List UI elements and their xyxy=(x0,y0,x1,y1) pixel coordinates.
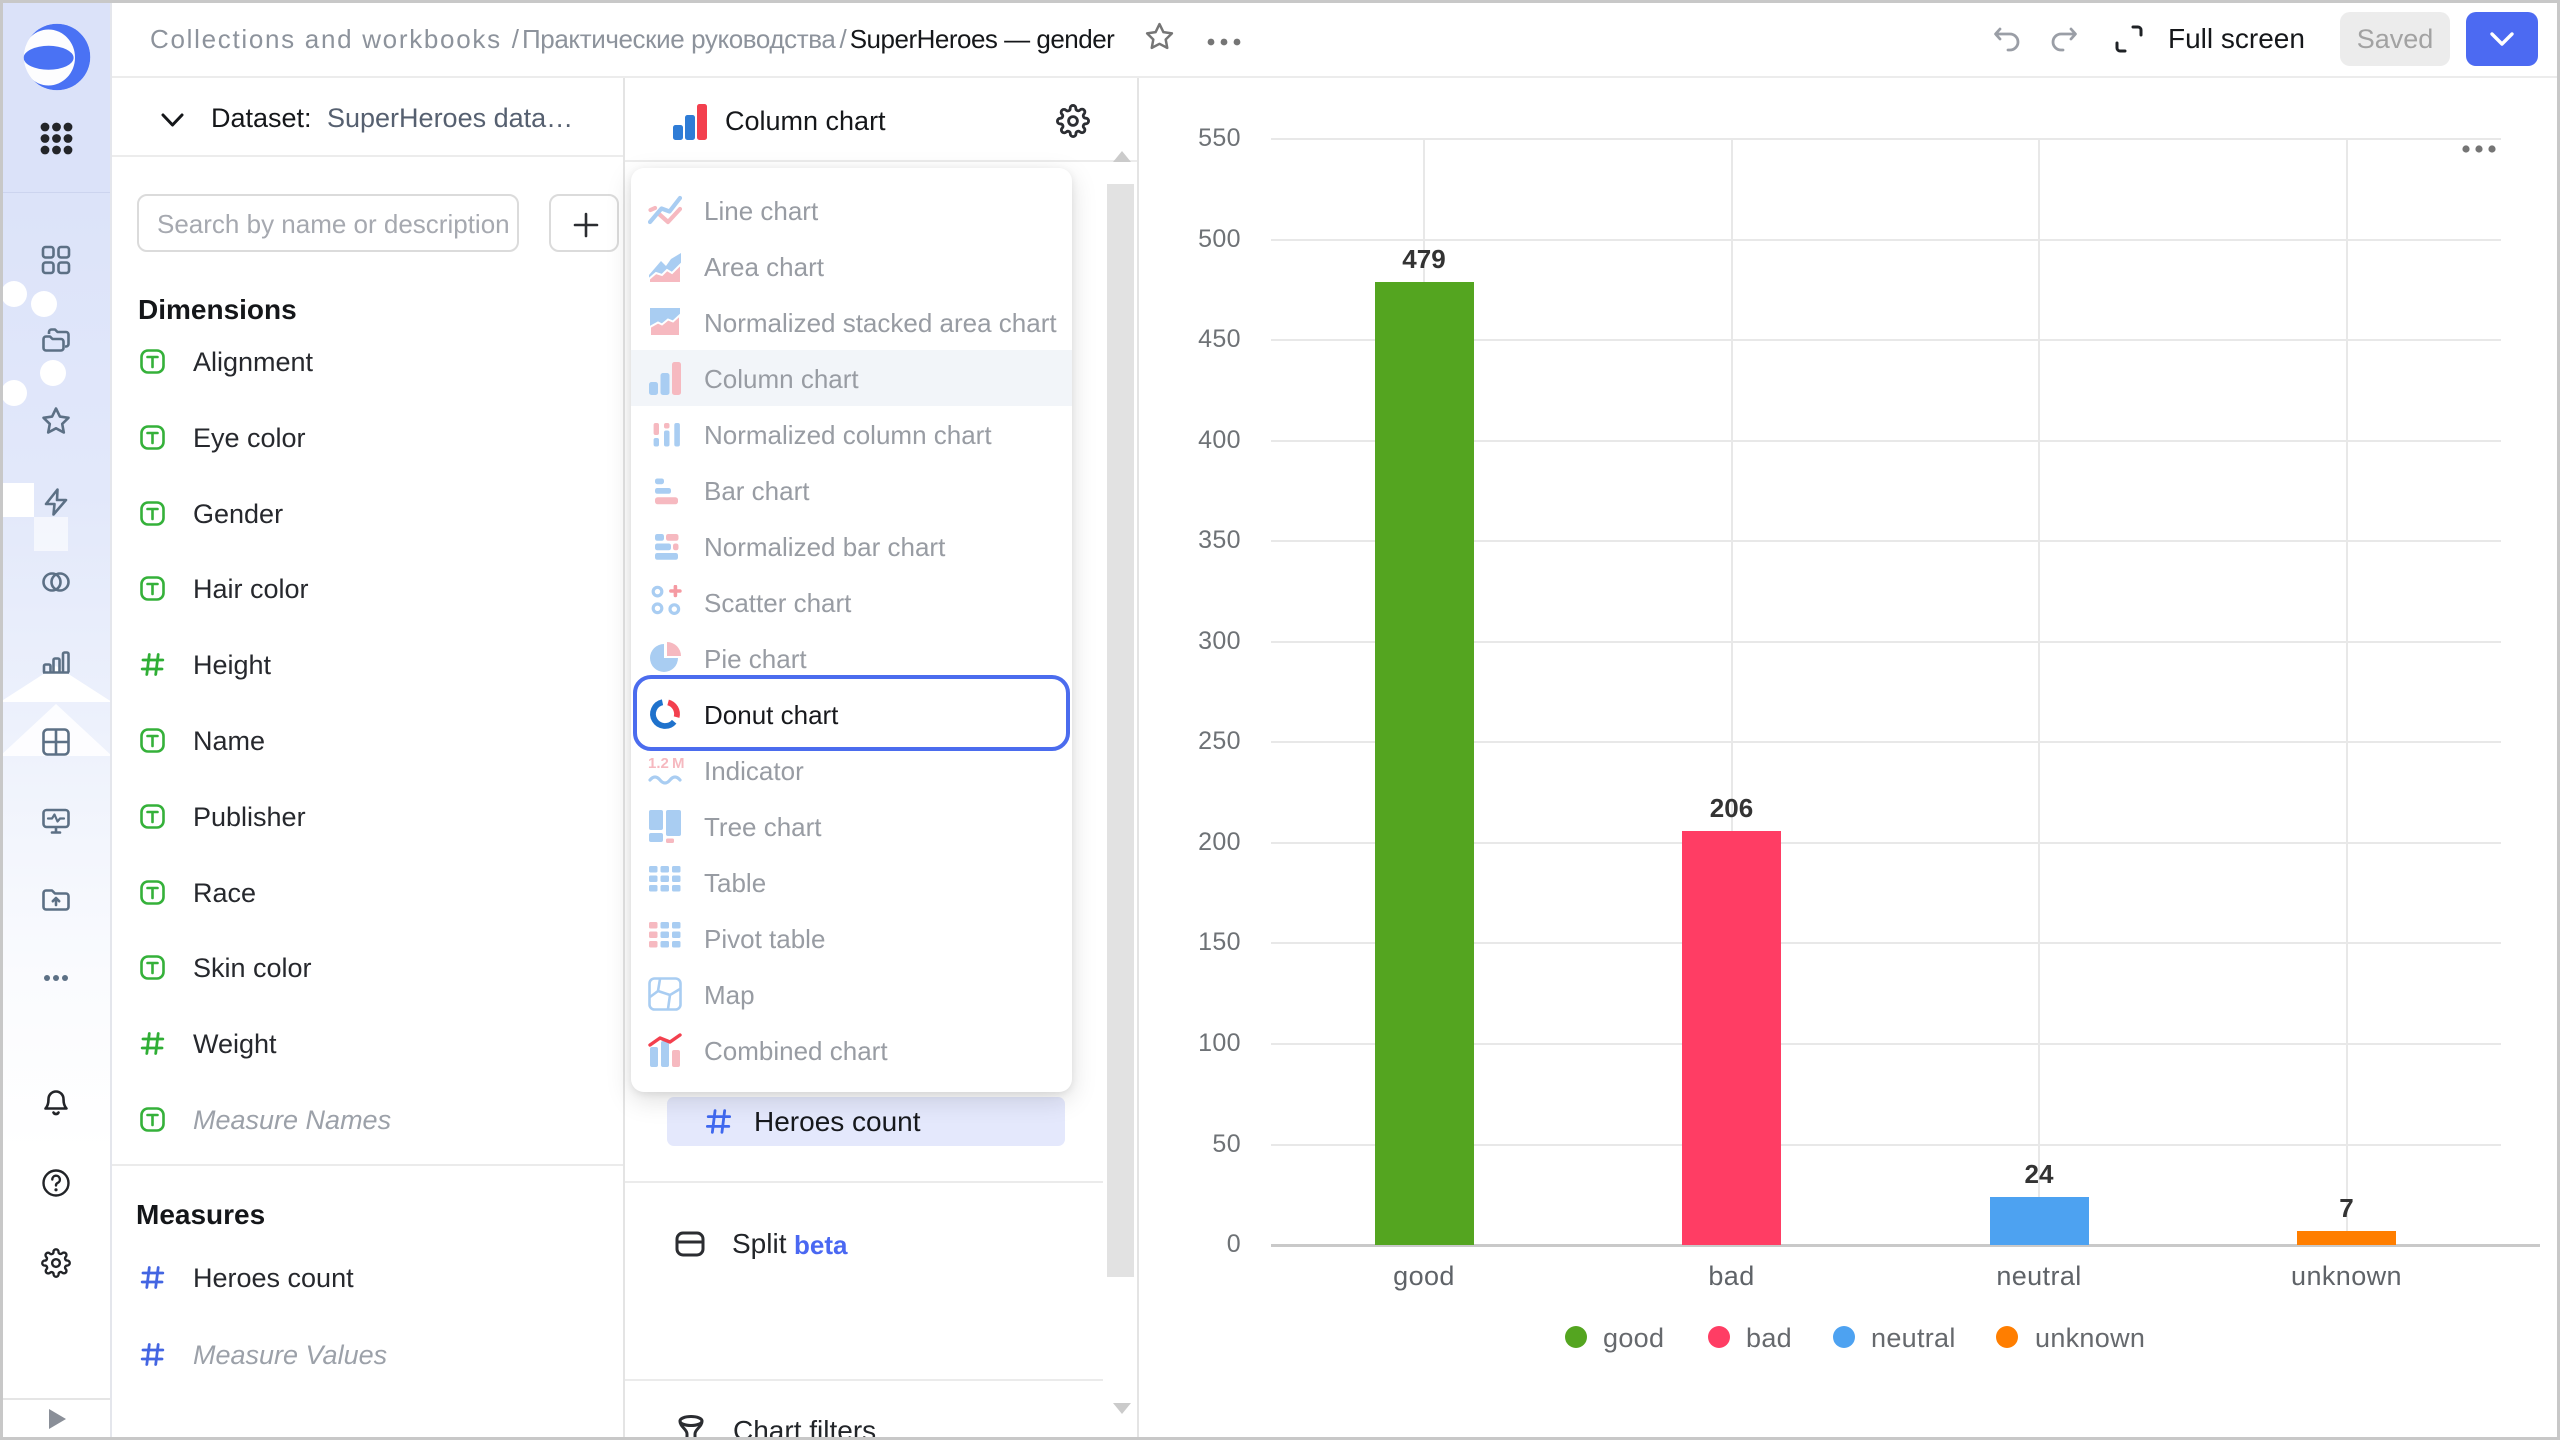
svg-text:1.2: 1.2 xyxy=(648,755,669,772)
svg-text:M: M xyxy=(672,755,685,772)
